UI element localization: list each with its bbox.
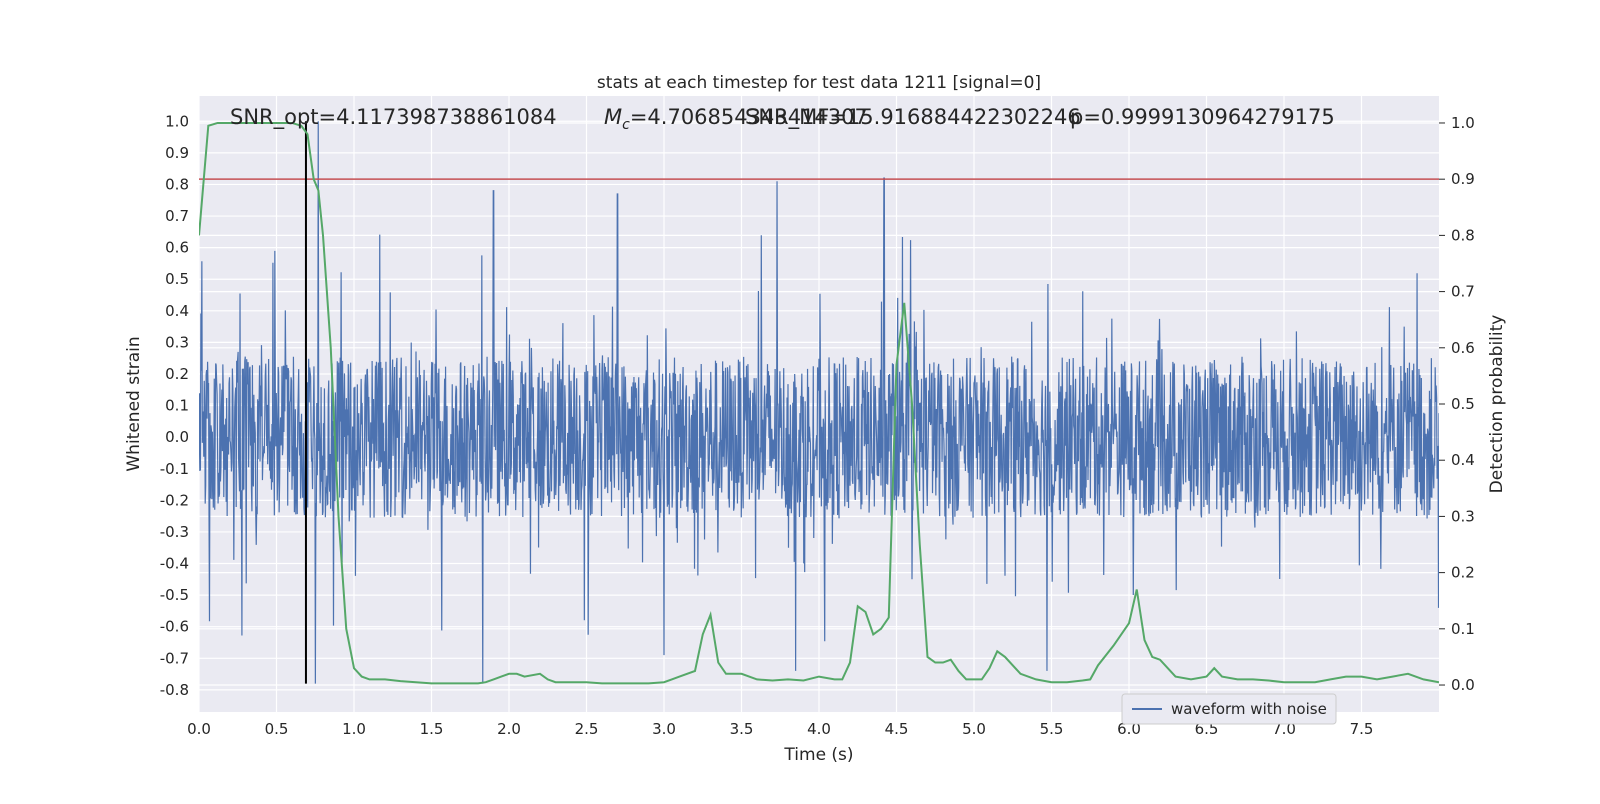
chirp-mass-subscript: c (622, 117, 630, 133)
y-tick-label: -0.2 (160, 491, 189, 509)
y-tick-label: 0.0 (165, 428, 189, 446)
left-axis-ticks: 1.0 0.9 0.8 0.7 0.6 0.5 0.4 0.3 0.2 0.1 0.0 -0.1 -0.… (160, 112, 189, 699)
y-tick-label: 0.2 (165, 365, 189, 383)
waveform-line (199, 121, 1439, 684)
p-value-annotation: p=0.9999130964279175 (1070, 105, 1335, 129)
x-tick-label: 4.0 (807, 720, 831, 738)
x-tick-label: 7.5 (1350, 720, 1374, 738)
x-tick-label: 0.5 (265, 720, 289, 738)
y-tick-label: 0.9 (165, 144, 189, 162)
x-axis-ticks: 0.0 0.5 1.0 1.5 2.0 2.5 3.0 3.5 4.0 4.5 5.0 5.5 6.0 6… (187, 720, 1373, 738)
overlay-lines (199, 121, 1439, 685)
y2-tick-label: 0.9 (1451, 170, 1475, 188)
y2-tick-label: 0.8 (1451, 226, 1475, 244)
snr-opt-annotation: SNR_opt=4.117398738861084 (230, 105, 557, 130)
right-axis-ticks: 1.0 0.9 0.8 0.7 0.6 0.5 0.4 0.3 0.2 0.1 0.0 (1439, 114, 1475, 694)
y2-tick-label: 0.7 (1451, 283, 1475, 301)
y2-tick-label: 0.3 (1451, 507, 1475, 525)
legend: waveform with noise (1121, 693, 1337, 725)
detection-probability-line (199, 121, 1439, 685)
x-tick-label: 1.5 (420, 720, 444, 738)
x-tick-label: 5.0 (962, 720, 986, 738)
y2-tick-label: 0.5 (1451, 395, 1475, 413)
y-tick-label: 0.1 (165, 397, 189, 415)
x-tick-label: 2.0 (497, 720, 521, 738)
y-tick-label: 0.7 (165, 207, 189, 225)
y2-tick-label: 1.0 (1451, 114, 1475, 132)
y-tick-label: 0.6 (165, 239, 189, 257)
y-tick-label: -0.7 (160, 649, 189, 667)
snr-mf-annotation: SNR_MF=15.916884422302246 (745, 105, 1081, 130)
y-tick-label: 0.5 (165, 270, 189, 288)
x-tick-label: 0.0 (187, 720, 211, 738)
y-tick-label: 0.8 (165, 175, 189, 193)
y2-axis-label: Detection probability (1487, 315, 1507, 494)
x-tick-label: 1.0 (342, 720, 366, 738)
x-tick-label: 4.5 (885, 720, 909, 738)
chirp-mass-annotation: Mc=4.706854343414307 (604, 105, 868, 133)
chirp-mass-symbol: M (604, 105, 622, 129)
y-tick-label: -0.1 (160, 460, 189, 478)
waveform-series (199, 121, 1439, 684)
y-tick-label: -0.4 (160, 555, 189, 573)
y2-tick-label: 0.4 (1451, 451, 1475, 469)
chirp-mass-value: =4.706854343414307 (630, 105, 868, 129)
x-tick-label: 5.5 (1040, 720, 1064, 738)
legend-box (1121, 693, 1337, 725)
y2-tick-label: 0.2 (1451, 564, 1475, 582)
y-tick-label: -0.3 (160, 523, 189, 541)
x-tick-label: 3.0 (652, 720, 676, 738)
x-axis-label: Time (s) (783, 745, 853, 765)
y-tick-label: -0.5 (160, 586, 189, 604)
x-tick-label: 2.5 (575, 720, 599, 738)
y-tick-label: -0.6 (160, 618, 189, 636)
legend-entry-waveform: waveform with noise (1171, 700, 1327, 718)
x-tick-label: 3.5 (730, 720, 754, 738)
y2-tick-label: 0.1 (1451, 620, 1475, 638)
y-axis-label: Whitened strain (124, 336, 144, 471)
y-tick-label: 0.3 (165, 333, 189, 351)
y-tick-label: 1.0 (165, 112, 189, 130)
y-tick-label: -0.8 (160, 681, 189, 699)
chart-title: stats at each timestep for test data 121… (597, 73, 1041, 93)
y2-tick-label: 0.0 (1451, 676, 1475, 694)
y-tick-label: 0.4 (165, 302, 189, 320)
y2-tick-label: 0.6 (1451, 339, 1475, 357)
